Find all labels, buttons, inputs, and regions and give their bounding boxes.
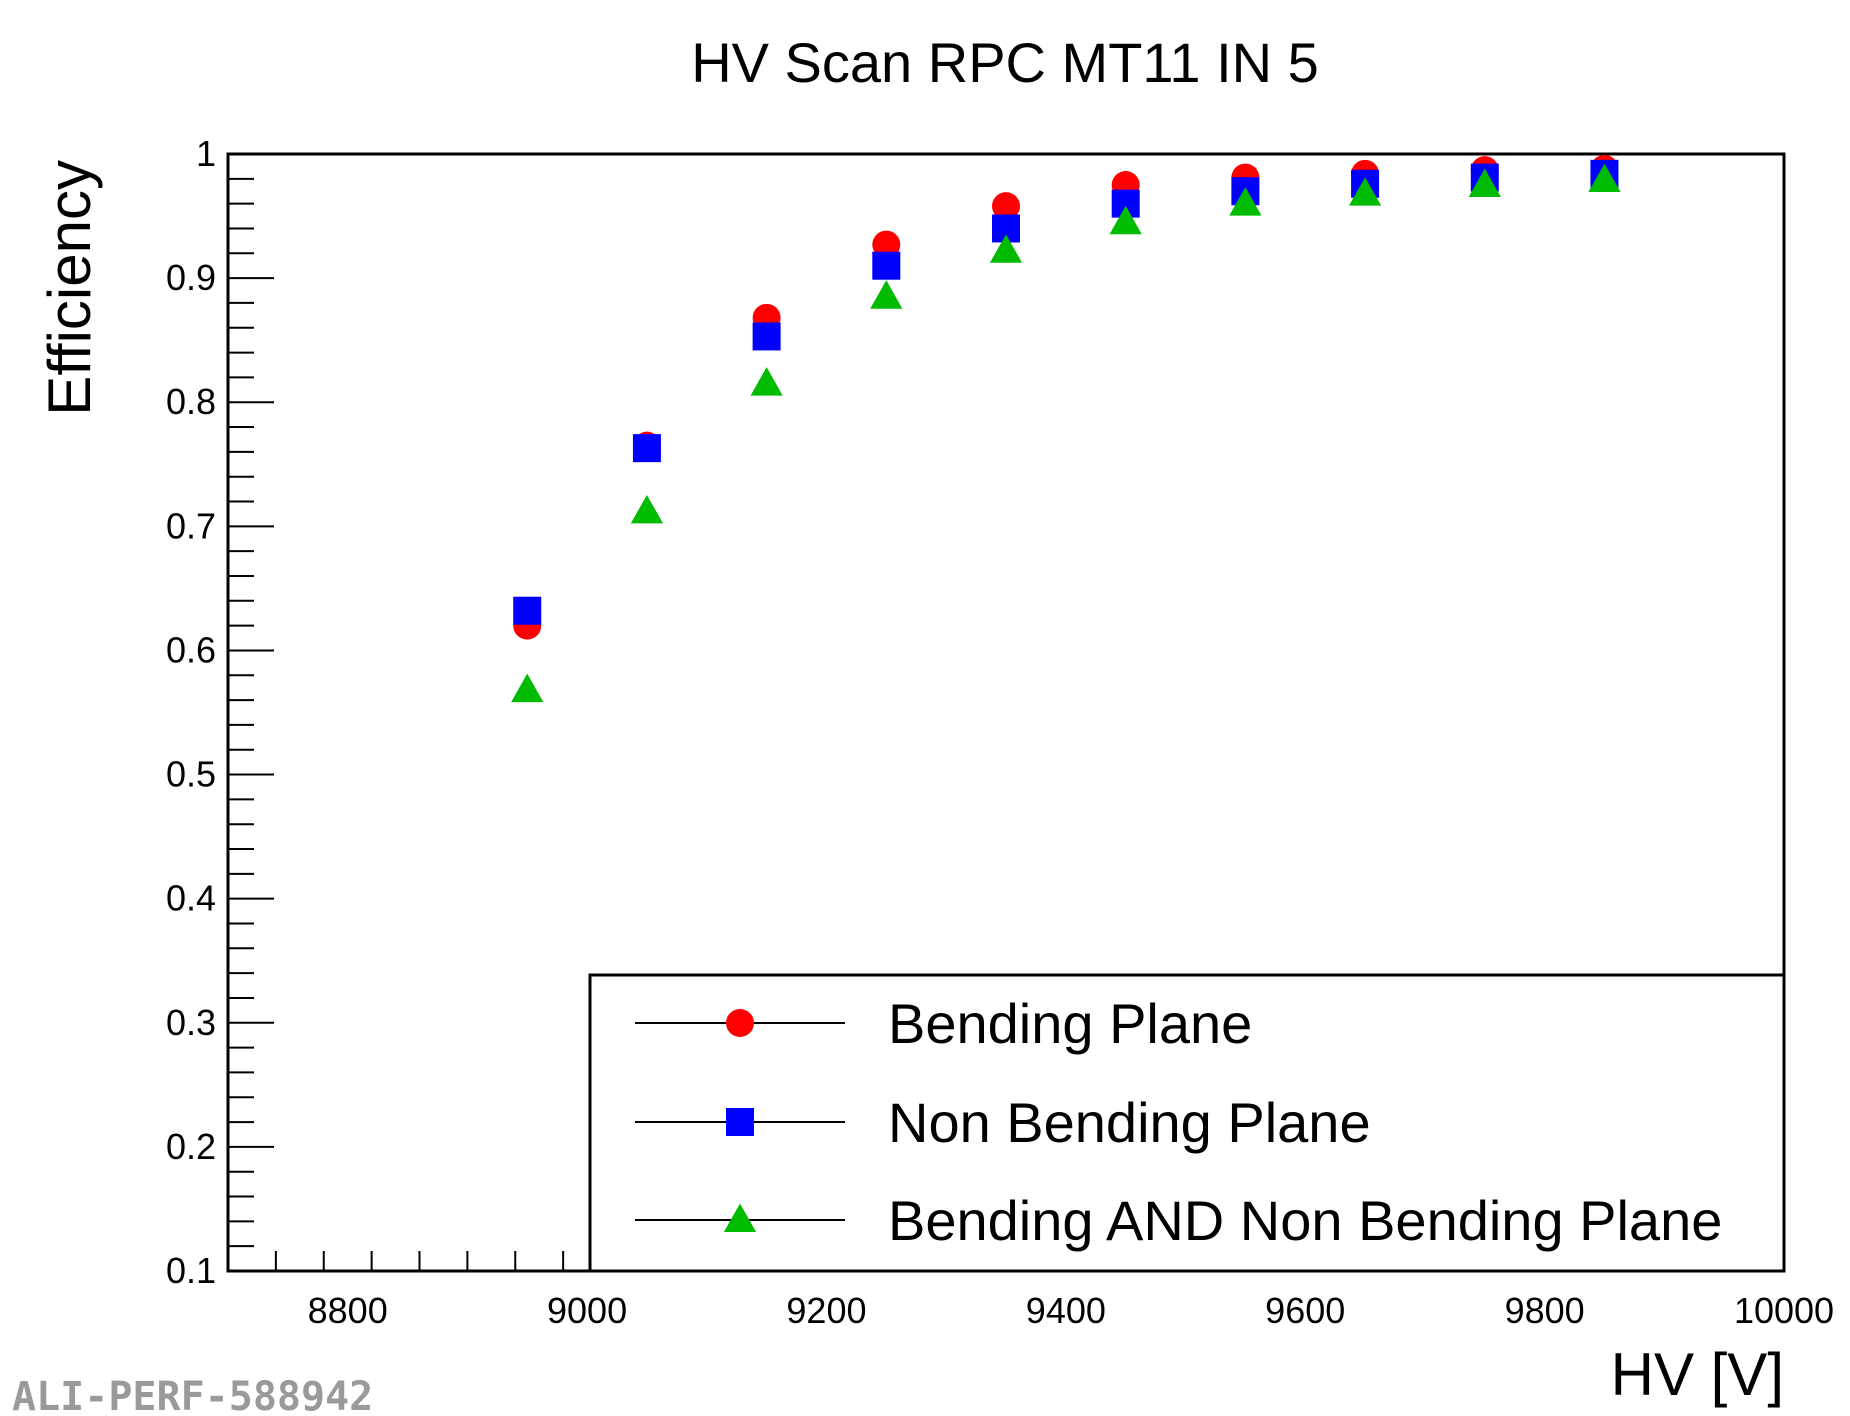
data-point-square [872, 251, 901, 280]
data-point-triangle [1229, 187, 1262, 216]
data-point-triangle [750, 367, 783, 396]
legend: Bending Plane Non Bending Plane Bending AN… [588, 973, 1786, 1273]
x-tick-label: 8800 [308, 1290, 388, 1331]
legend-marker-square [726, 1108, 754, 1136]
y-tick-label: 0.3 [166, 1002, 216, 1043]
x-tick-label: 9200 [786, 1290, 866, 1331]
y-tick-label: 0.1 [166, 1250, 216, 1291]
data-point-triangle [1348, 177, 1382, 206]
x-tick-label: 10000 [1734, 1290, 1834, 1331]
legend-label: Non Bending Plane [888, 1091, 1371, 1154]
data-point-circle [992, 192, 1020, 221]
y-tick-label: 0.6 [166, 629, 216, 670]
y-tick-label: 0.2 [166, 1126, 216, 1167]
y-tick-label: 0.5 [166, 754, 216, 795]
legend-marker-triangle [723, 1203, 757, 1232]
legend-marker-circle [726, 1009, 754, 1037]
chart-title: HV Scan RPC MT11 IN 5 [691, 31, 1319, 94]
x-axis-title: HV [V] [1611, 1341, 1784, 1408]
data-point-triangle [1588, 163, 1621, 193]
y-tick-label: 1 [196, 133, 216, 174]
watermark-label: ALI-PERF-588942 [12, 1374, 373, 1416]
x-tick-label: 9400 [1026, 1290, 1106, 1331]
data-point-square [513, 596, 542, 625]
data-point-triangle [989, 234, 1023, 263]
legend-label: Bending Plane [888, 992, 1252, 1055]
data-point-circle [872, 230, 901, 259]
x-tick-label: 9800 [1505, 1290, 1585, 1331]
data-point-triangle [1468, 168, 1501, 197]
y-axis-title: Efficiency [36, 160, 103, 416]
data-point-triangle [870, 280, 903, 309]
y-tick-label: 0.4 [166, 878, 216, 919]
x-tick-label: 9000 [547, 1290, 627, 1331]
y-tick-label: 0.8 [166, 381, 216, 422]
axis-ticks: 0.1 0.2 0.3 0.4 0.5 0.6 0.7 0.8 0.9 1 8800 9000 9200… [166, 133, 1834, 1331]
data-point-square [632, 434, 661, 463]
y-tick-label: 0.9 [166, 257, 216, 298]
data-point-square [752, 322, 781, 351]
data-markers [511, 154, 1621, 703]
x-tick-label: 9600 [1265, 1290, 1345, 1331]
data-point-triangle [1109, 205, 1142, 235]
data-point-triangle [511, 673, 544, 703]
y-tick-label: 0.7 [166, 505, 216, 546]
data-point-triangle [630, 494, 664, 524]
legend-label: Bending AND Non Bending Plane [888, 1189, 1722, 1252]
